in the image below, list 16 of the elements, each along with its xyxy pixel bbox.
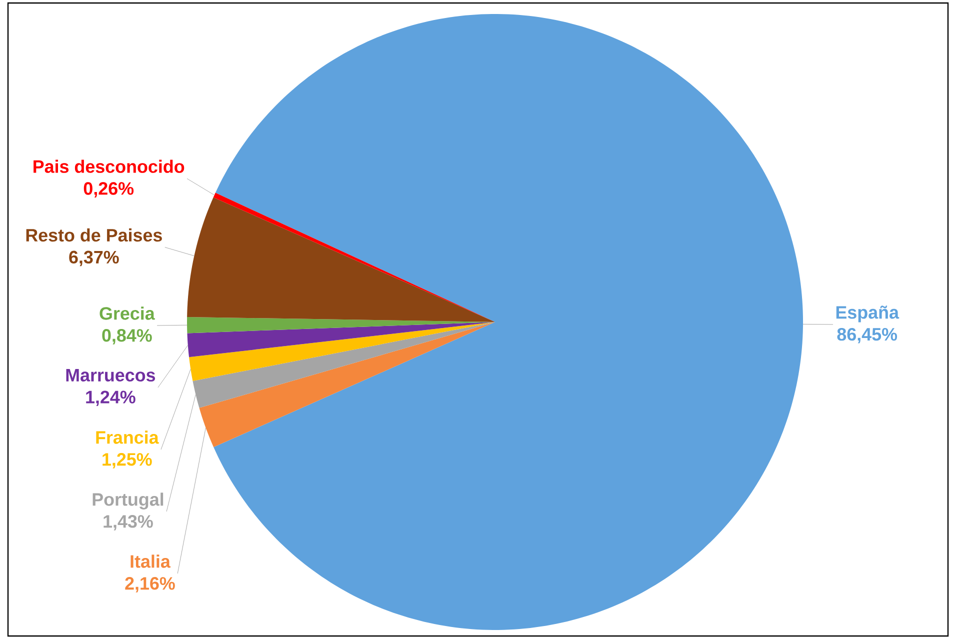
slice-label: Portugal — [92, 492, 164, 510]
data-label: 0,26% — [84, 182, 134, 198]
slice-label: Pais desconocido — [34, 160, 184, 173]
slice-label: Resto de Paises — [26, 228, 162, 242]
slice-label: España — [836, 306, 900, 322]
data-label: 1,24% — [86, 390, 136, 406]
data-label: 6,37% — [69, 250, 119, 266]
data-label: 2,16% — [125, 577, 175, 592]
data-label: 1,43% — [104, 515, 153, 530]
slice-label: Marruecos — [66, 368, 156, 382]
slice-label: Italia — [130, 554, 171, 568]
slice-label: Francia — [96, 430, 159, 444]
slice-label: Grecia — [100, 306, 155, 320]
data-label: 86,45% — [837, 328, 898, 344]
data-label: 0,84% — [102, 329, 152, 344]
data-label: 1,25% — [102, 453, 152, 468]
